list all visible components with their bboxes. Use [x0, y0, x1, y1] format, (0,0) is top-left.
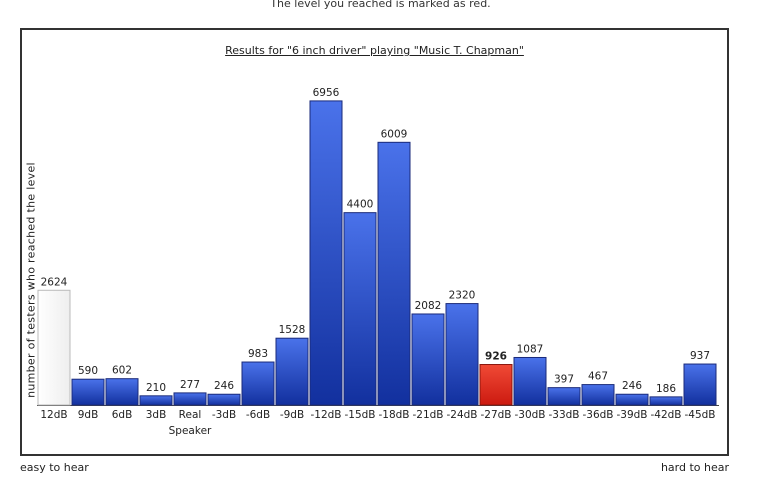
bar--39db: [615, 393, 649, 406]
bar--6db: [241, 361, 275, 406]
bar--21db: [411, 313, 445, 406]
bars-group: [37, 100, 719, 406]
x-tick-label: -6dB: [246, 409, 270, 421]
value-label: 186: [656, 383, 676, 395]
x-tick-label: -39dB: [616, 409, 647, 421]
value-label: 1528: [279, 324, 306, 336]
bar-9db: [71, 378, 105, 406]
value-label: 4400: [347, 199, 374, 211]
value-label: 1087: [517, 343, 544, 355]
x-tick-label: -12dB: [310, 409, 341, 421]
instruction-note: The level you reached is marked as red.: [270, 0, 491, 10]
bar--45db: [683, 363, 717, 406]
value-label: 210: [146, 382, 166, 394]
bar--15db: [343, 212, 377, 406]
bar--27db: [479, 364, 513, 406]
x-tick-label: -24dB: [446, 409, 477, 421]
bar-12db: [37, 289, 71, 406]
value-label: 6009: [381, 128, 408, 140]
value-label: 602: [112, 365, 132, 377]
hard-to-hear-label: hard to hear: [660, 461, 729, 474]
x-tick-label: -45dB: [684, 409, 715, 421]
bar--30db: [513, 356, 547, 406]
bar-3db: [139, 395, 173, 406]
x-tick-label: Real Speaker: [169, 409, 212, 437]
value-label: 397: [554, 374, 574, 386]
value-labels-group: 2624 590 602 210 277 246 983 1528 6956 4400 6009 20…: [41, 87, 710, 395]
x-tick-label: -9dB: [280, 409, 304, 421]
chart-title: Results for "6 inch driver" playing "Mus…: [225, 44, 524, 57]
value-label: 2082: [415, 300, 442, 312]
value-label: 590: [78, 365, 98, 377]
x-tick-label: -36dB: [582, 409, 613, 421]
value-label: 937: [690, 350, 710, 362]
value-label: 277: [180, 379, 200, 391]
value-label: 983: [248, 348, 268, 360]
x-tick-label: 12dB: [40, 409, 67, 421]
bar--33db: [547, 387, 581, 406]
bar-6db: [105, 378, 139, 406]
value-label: 467: [588, 371, 608, 383]
value-label: 246: [214, 380, 234, 392]
x-tick-label: -18dB: [378, 409, 409, 421]
bar--9db: [275, 337, 309, 406]
x-tick-labels-group: 12dB 9dB 6dB 3dB Real Speaker-3dB -6dB -9dB -12d…: [40, 409, 715, 437]
value-label: 2320: [449, 290, 476, 302]
bar--3db: [207, 393, 241, 406]
value-label: 2624: [41, 276, 68, 288]
value-label: 246: [622, 380, 642, 392]
bar--18db: [377, 141, 411, 406]
x-tick-label: -33dB: [548, 409, 579, 421]
x-tick-label: -27dB: [480, 409, 511, 421]
x-tick-label: -21dB: [412, 409, 443, 421]
x-tick-label: -15dB: [344, 409, 375, 421]
x-tick-label: 9dB: [78, 409, 99, 421]
x-tick-label: 3dB: [146, 409, 167, 421]
bar--12db: [309, 100, 343, 406]
easy-to-hear-label: easy to hear: [20, 461, 89, 474]
value-label: 6956: [313, 87, 340, 99]
x-tick-label: -30dB: [514, 409, 545, 421]
bar-real-speaker: [173, 392, 207, 406]
value-label: 926: [485, 351, 507, 363]
x-tick-label: -3dB: [212, 409, 236, 421]
x-tick-label: 6dB: [112, 409, 133, 421]
bar--24db: [445, 303, 479, 406]
bar--42db: [649, 396, 683, 406]
x-tick-label: -42dB: [650, 409, 681, 421]
bar--36db: [581, 384, 615, 406]
